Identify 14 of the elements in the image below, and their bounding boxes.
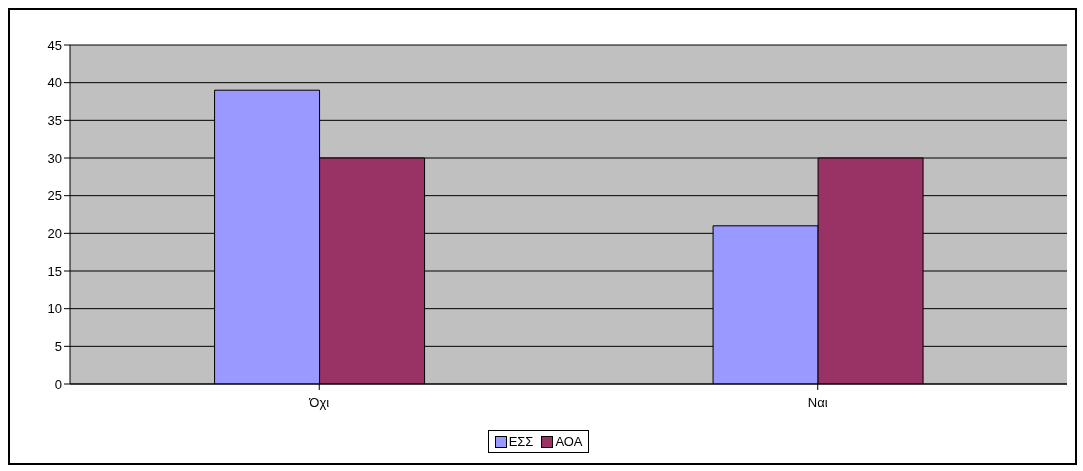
y-tick-label: 5 [54,338,62,354]
y-tick-label: 0 [54,376,62,392]
y-tick-label: 25 [47,188,62,204]
y-tick-label: 45 [47,37,62,53]
y-tick-label: 20 [47,225,62,241]
y-tick-label: 10 [47,301,62,317]
x-tick-label: Όχι [308,395,330,411]
y-tick-label: 30 [47,150,62,166]
y-tick-label: 40 [47,75,62,91]
y-tick-label: 35 [47,112,62,128]
x-tick-label: Ναι [807,395,828,411]
legend-label: ΑΟΑ [554,434,583,449]
legend-label: ΕΣΣ [507,434,534,449]
y-tick-label: 15 [47,263,62,279]
